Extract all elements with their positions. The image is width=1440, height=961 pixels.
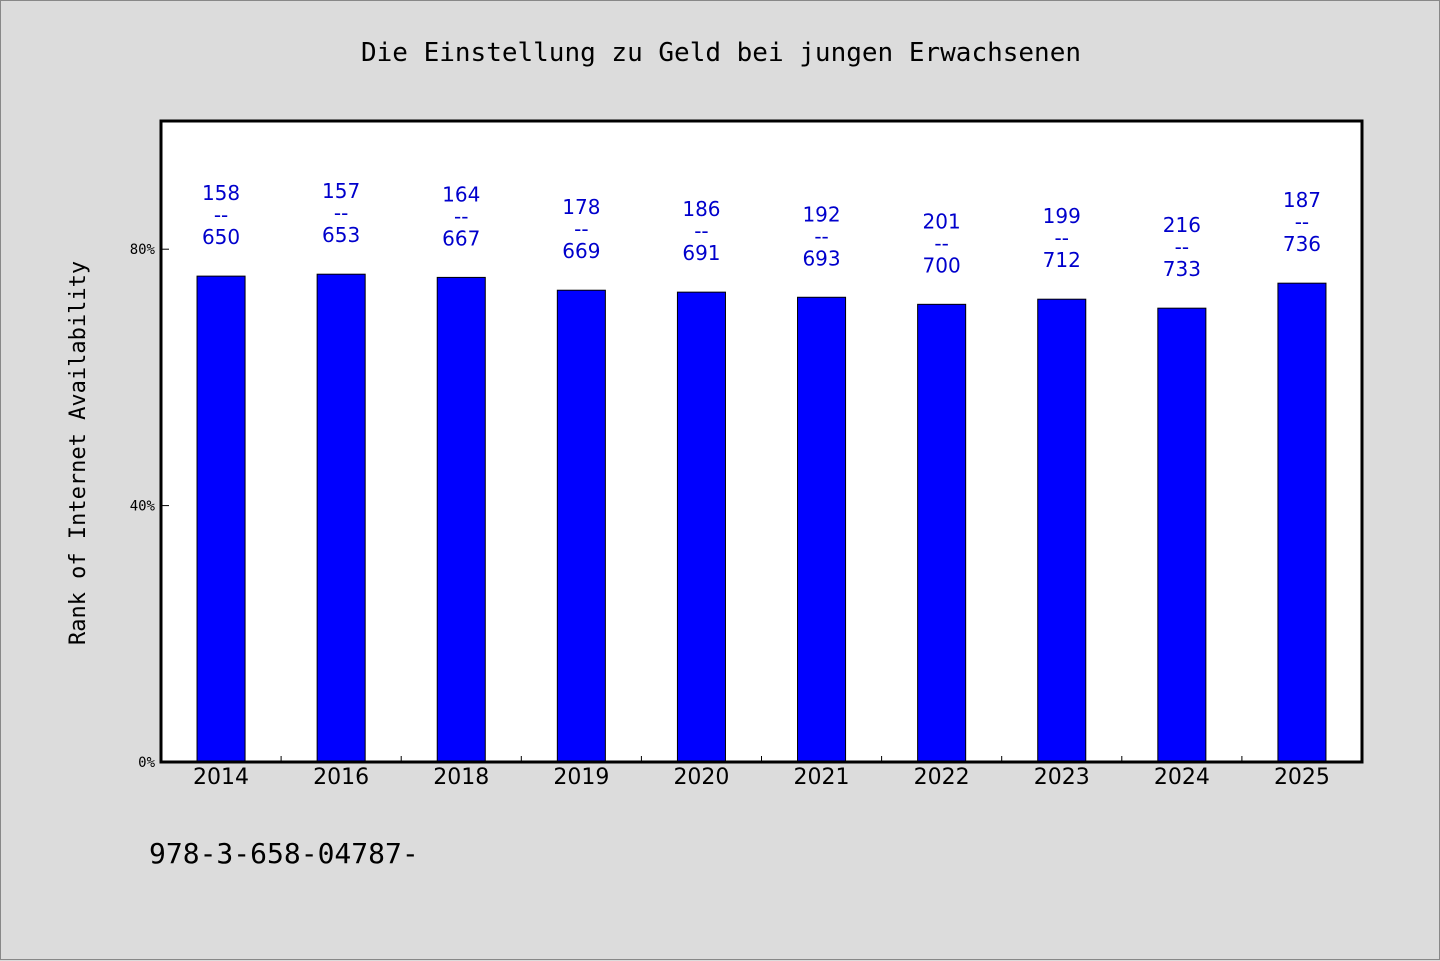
data-label-bottom: 653 [322,223,360,247]
data-label-top: 187 [1283,188,1321,212]
plot-border [159,119,1364,764]
bar [556,289,606,763]
data-label-top: 201 [923,209,961,233]
data-label-top: 158 [202,181,240,205]
data-label-separator: -- [694,219,708,243]
data-label-bottom: 691 [682,241,720,265]
y-axis-label: Rank of Internet Availability [66,261,91,645]
x-tick-label: 2023 [1034,765,1090,790]
bars-layer [196,273,1327,763]
data-label-bottom: 669 [562,239,600,263]
y-tick-label: 40% [130,499,156,515]
data-label-separator: -- [1055,226,1069,250]
data-label-top: 186 [682,197,720,221]
y-tick-label: 80% [130,242,156,258]
data-label-bottom: 700 [923,253,961,277]
x-tick-label: 2019 [553,765,609,790]
footnote-isbn: 978-3-658-04787- [149,837,419,870]
bar [1277,282,1327,763]
data-label-bottom: 650 [202,225,240,249]
data-label-bottom: 733 [1163,257,1201,281]
data-label-separator: -- [1295,210,1309,234]
x-tick-label: 2022 [914,765,970,790]
bar [676,291,726,763]
data-label-separator: -- [574,217,588,241]
data-label-bottom: 693 [802,246,840,270]
data-label-separator: -- [214,203,228,227]
bar [797,296,847,763]
x-tick-label: 2014 [193,765,249,790]
data-label-top: 178 [562,195,600,219]
data-label-separator: -- [814,224,828,248]
x-tick-label: 2024 [1154,765,1210,790]
bar [316,273,366,763]
x-ticks-layer: 2014 2016 2018 2019 2020 2021 2022 2023 2024 2025 [193,756,1330,790]
x-tick-label: 2025 [1274,765,1330,790]
bar [917,303,967,763]
y-tick-label: 0% [138,755,155,771]
bar [1157,307,1207,763]
data-label-bottom: 736 [1283,232,1321,256]
data-label-separator: -- [934,231,948,255]
bar [196,275,246,763]
bar [436,276,486,763]
data-label-bottom: 712 [1043,248,1081,272]
data-label-top: 199 [1043,204,1081,228]
x-tick-label: 2020 [673,765,729,790]
data-label-separator: -- [1175,235,1189,259]
data-label-top: 164 [442,182,480,206]
x-tick-label: 2021 [794,765,850,790]
data-label-separator: -- [334,201,348,225]
x-tick-label: 2016 [313,765,369,790]
data-label-separator: -- [454,204,468,228]
x-tick-label: 2018 [433,765,489,790]
data-label-top: 157 [322,179,360,203]
data-label-top: 192 [802,202,840,226]
chart-title: Die Einstellung zu Geld bei jungen Erwac… [361,38,1081,68]
data-labels-layer: 158--650157--653164--667178--669186--691… [202,179,1321,281]
bar [1037,298,1087,763]
data-label-top: 216 [1163,213,1201,237]
data-label-bottom: 667 [442,226,480,250]
